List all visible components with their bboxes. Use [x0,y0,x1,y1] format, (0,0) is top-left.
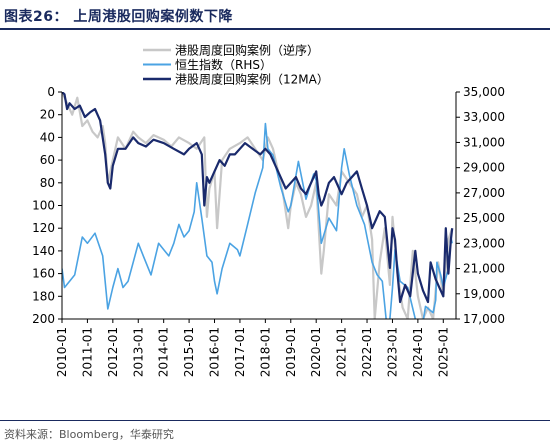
left-tick-label: 0 [47,85,55,99]
figure-source: 资料来源：Bloomberg，华泰研究 [4,428,174,441]
left-tick-label: 200 [32,312,55,326]
left-tick-label: 100 [32,199,55,213]
left-tick-label: 40 [40,130,55,144]
x-tick-label: 2016-01 [208,327,222,377]
x-tick-label: 2017-01 [233,327,247,377]
right-tick-label: 35,000 [463,85,505,99]
left-tick-label: 160 [32,267,55,281]
x-tick-label: 2011-01 [80,327,94,377]
legend-label-hsi: 恒生指数（RHS） [175,57,272,72]
chart: 0 20 40 60 80 100 120 140 160 180 200 17,000 19,000 2… [32,43,505,378]
right-tick-label: 33,000 [463,110,505,124]
title-rule [0,28,550,30]
x-tick-label: 2015-01 [182,327,196,377]
right-tick-label: 23,000 [463,236,505,250]
hsi-series-line [62,122,453,319]
axes: 0 20 40 60 80 100 120 140 160 180 200 17,000 19,000 2… [32,85,505,377]
x-tick-label: 2020-01 [309,327,323,377]
x-tick-label: 2025-01 [436,327,450,377]
legend: 港股周度回购案例（逆序）恒生指数（RHS）港股周度回购案例（12MA） [143,43,329,87]
left-tick-label: 120 [32,221,55,235]
x-tick-label: 2024-01 [411,327,425,377]
x-tick-label: 2018-01 [258,327,272,377]
left-tick-label: 180 [32,289,55,303]
x-tick-label: 2014-01 [157,327,171,377]
x-tick-label: 2019-01 [284,327,298,377]
right-tick-label: 27,000 [463,186,505,200]
legend-label-ma12: 港股周度回购案例（12MA） [175,72,329,87]
x-tick-label: 2012-01 [106,327,120,377]
x-tick-label: 2022-01 [360,327,374,377]
left-tick-label: 60 [40,153,55,167]
source-rule [0,420,550,421]
left-tick-label: 80 [40,176,55,190]
x-tick-label: 2010-01 [55,327,69,377]
right-tick-label: 25,000 [463,211,505,225]
left-tick-label: 20 [40,108,55,122]
right-tick-label: 31,000 [463,135,505,149]
x-tick-label: 2013-01 [131,327,145,377]
left-tick-label: 140 [32,244,55,258]
right-tick-label: 17,000 [463,312,505,326]
figure-header: 图表26： 上周港股回购案例数下降 [0,0,550,28]
weekly-series-line [62,92,454,319]
ma12-series-line [62,92,454,304]
right-tick-label: 19,000 [463,287,505,301]
figure-title: 图表26： 上周港股回购案例数下降 [4,9,233,25]
right-tick-label: 29,000 [463,161,505,175]
legend-label-weekly: 港股周度回购案例（逆序） [175,43,319,58]
x-tick-label: 2021-01 [335,327,349,377]
x-tick-label: 2023-01 [385,327,399,377]
right-tick-label: 21,000 [463,262,505,276]
plot-area [62,92,454,319]
